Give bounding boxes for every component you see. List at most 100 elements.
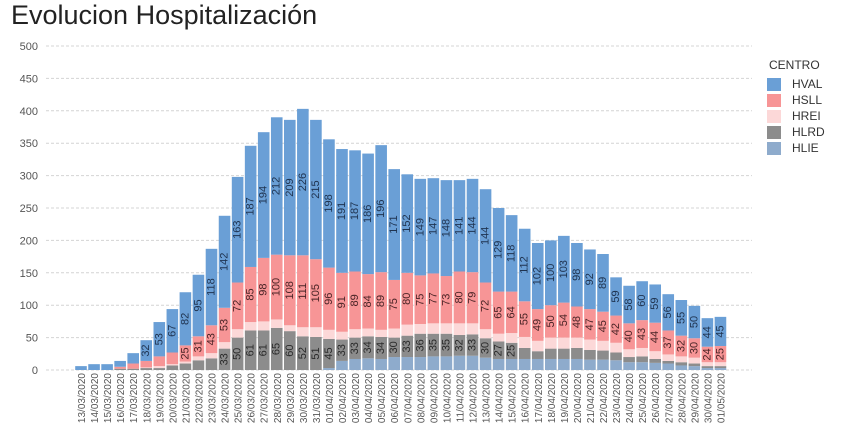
bar-segment-hrei — [584, 339, 596, 350]
bar-segment-hlrd — [610, 352, 622, 361]
bar-segment-hsll — [179, 345, 192, 362]
data-label-hval: 89 — [597, 277, 609, 289]
data-label-hsll: 45 — [597, 320, 609, 332]
data-label-hval: 98 — [571, 269, 583, 281]
data-label-hval: 67 — [166, 325, 178, 337]
bar-segment-hlrd — [636, 356, 648, 363]
data-label-hval: 142 — [219, 253, 231, 271]
bar-segment-hval — [414, 178, 427, 276]
x-tick-label: 15/03/2020 — [103, 373, 114, 423]
bar-segment-hsll — [218, 307, 231, 343]
bar-segment-hrei — [531, 340, 544, 352]
y-tick-label: 0 — [32, 365, 38, 377]
bar-segment-hlie — [414, 357, 427, 370]
bar-segment-hlrd — [466, 334, 479, 356]
bar-segment-hrei — [701, 362, 714, 367]
data-label-hval: 50 — [688, 316, 700, 328]
bar-segment-hval — [101, 364, 113, 370]
data-label-hlrd: 33 — [467, 339, 479, 351]
data-label-hsll: 75 — [414, 294, 426, 306]
data-label-hval: 118 — [206, 278, 218, 296]
bar-segment-hsll — [466, 272, 479, 324]
data-label-hsll: 72 — [232, 300, 244, 312]
bar-segment-hval — [505, 215, 518, 292]
x-tick-label: 04/04/2020 — [364, 373, 375, 423]
bar-segment-hlie — [571, 358, 583, 370]
bar-segment-hsll — [636, 320, 648, 348]
data-label-hlrd: 65 — [271, 343, 283, 355]
bar-segment-hrei — [518, 336, 531, 348]
legend-label: HLRD — [792, 125, 825, 139]
data-label-hsll: 44 — [649, 331, 661, 343]
data-label-hsll: 37 — [662, 336, 674, 348]
data-label-hlrd: 52 — [297, 347, 309, 359]
data-label-hsll: 50 — [545, 315, 557, 327]
bar-segment-hrei — [231, 329, 244, 338]
x-tick-label: 29/03/2020 — [286, 373, 297, 423]
bar-segment-hsll — [597, 311, 609, 341]
bar-segment-hsll — [662, 330, 675, 355]
bar-segment-hsll — [244, 266, 257, 323]
x-tick-label: 12/04/2020 — [469, 373, 480, 423]
data-label-hval: 56 — [662, 306, 674, 318]
bar-segment-hlrd — [675, 362, 688, 366]
bar-segment-hsll — [479, 282, 492, 330]
bar-segment-hlrd — [349, 337, 361, 359]
chart-title: Evolucion Hospitalización — [11, 0, 318, 30]
data-label-hsll: 40 — [623, 330, 635, 342]
bar-segment-hrei — [714, 362, 727, 367]
data-label-hlrd: 51 — [310, 347, 322, 359]
bar-segment-hsll — [362, 274, 374, 329]
bar-segment-hsll — [284, 255, 296, 326]
data-label-hsll: 85 — [245, 288, 257, 300]
data-label-hval: 152 — [401, 214, 413, 232]
bar-segment-hval — [623, 285, 635, 324]
x-tick-label: 09/04/2020 — [429, 373, 440, 423]
data-label-hval: 187 — [349, 202, 361, 220]
bar-segment-hval — [257, 132, 270, 258]
x-tick-label: 16/03/2020 — [116, 373, 127, 423]
data-label-hsll: 108 — [284, 281, 296, 299]
bar-segment-hval — [375, 145, 387, 273]
bar-segment-hlie — [427, 356, 440, 370]
bar-segment-hval — [701, 318, 714, 347]
x-tick-label: 08/04/2020 — [416, 373, 427, 423]
bar-segment-hlie — [323, 368, 335, 370]
y-tick-label: 100 — [20, 300, 38, 312]
x-tick-label: 18/03/2020 — [142, 373, 153, 423]
data-label-hlrd: 33 — [401, 340, 413, 352]
data-label-hlrd: 32 — [453, 339, 465, 351]
y-tick-label: 200 — [20, 235, 38, 247]
bar-segment-hlrd — [531, 351, 544, 359]
bar-segment-hsll — [336, 272, 348, 332]
x-tick-label: 24/04/2020 — [625, 373, 636, 423]
data-label-hsll: 89 — [375, 295, 387, 307]
bar-segment-hlrd — [714, 366, 727, 369]
data-label-hval: 148 — [440, 219, 452, 237]
data-label-hsll: 91 — [336, 296, 348, 308]
bar-segment-hval — [675, 300, 688, 336]
bar-segment-hsll — [205, 325, 218, 354]
bar-segment-hrei — [270, 319, 283, 328]
bar-segment-hsll — [166, 352, 179, 365]
x-tick-label: 03/04/2020 — [351, 373, 362, 423]
bar-segment-hlrd — [166, 365, 179, 370]
bar-segment-hlrd — [662, 360, 675, 364]
bar-segment-hrei — [323, 329, 335, 339]
bar-segment-hlrd — [388, 337, 400, 358]
bar-segment-hsll — [675, 335, 688, 357]
bar-segment-hlrd — [518, 347, 531, 359]
data-label-hval: 118 — [506, 245, 518, 263]
bar-segment-hlrd — [153, 368, 166, 370]
bar-segment-hval — [440, 180, 453, 277]
data-label-hsll: 77 — [427, 292, 439, 304]
x-tick-label: 28/03/2020 — [273, 373, 284, 423]
bar-segment-hrei — [492, 333, 505, 342]
data-label-hlrd: 27 — [493, 344, 505, 356]
bar-segment-hval — [662, 294, 675, 331]
x-tick-label: 31/03/2020 — [312, 373, 323, 423]
legend-item-hsll: HSLL — [766, 92, 825, 108]
bar-segment-hlrd — [297, 336, 309, 370]
bar-segment-hlie — [714, 368, 727, 370]
bar-segment-hlrd — [401, 335, 414, 358]
